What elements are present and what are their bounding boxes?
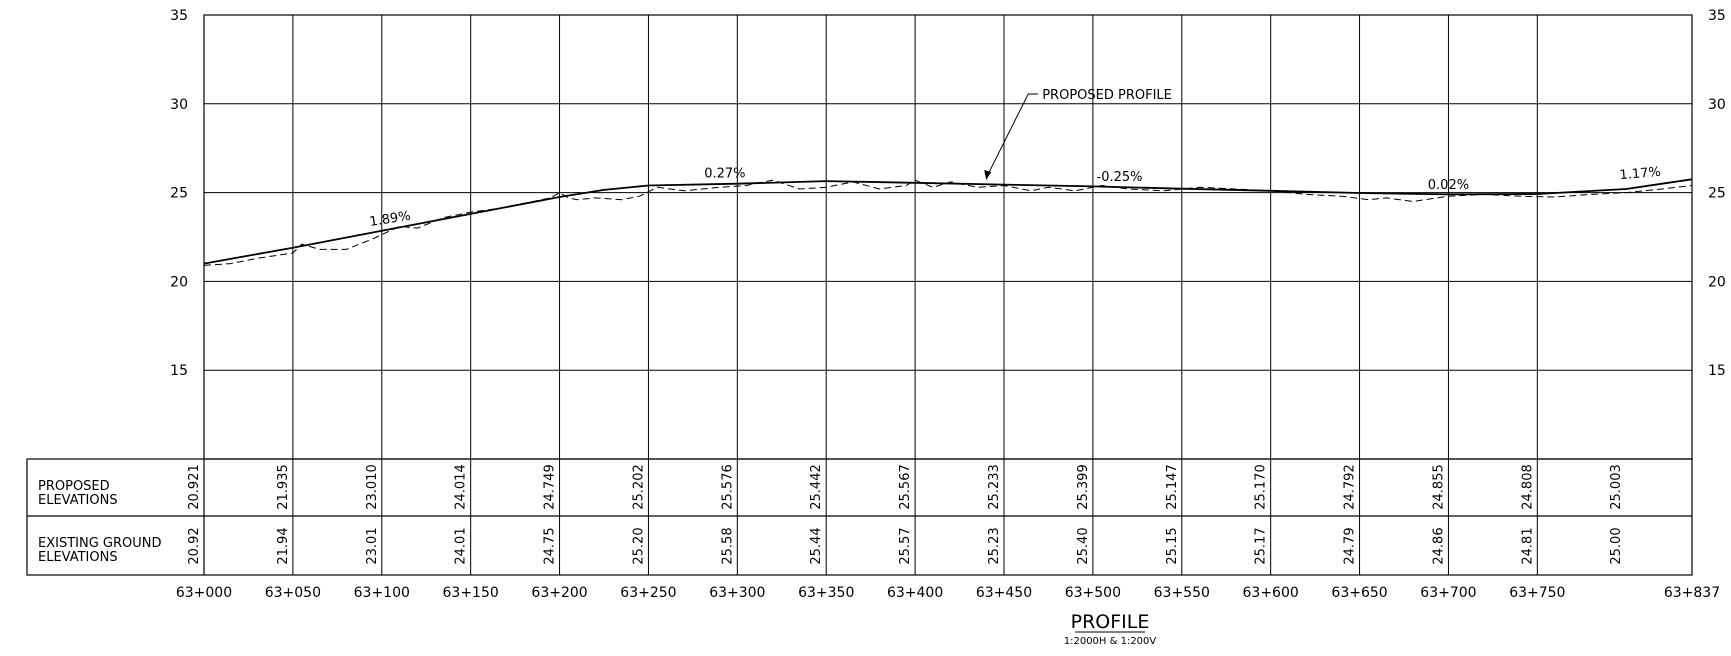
x-tick-label: 63+500 <box>1065 585 1121 601</box>
x-tick-label: 63+750 <box>1509 585 1565 601</box>
proposed-elevation-cell: 25.147 <box>1165 464 1180 510</box>
existing-elevation-cell: 25.23 <box>987 527 1002 564</box>
proposed-profile-line <box>203 178 1693 265</box>
x-tick-label: 63+250 <box>620 585 676 601</box>
existing-elevation-cell: 25.58 <box>720 527 735 564</box>
x-tick-labels: 63+000 63+050 63+100 63+150 63+200 63+250 63+3… <box>176 585 1720 601</box>
table-row-label: EXISTING GROUND <box>38 536 162 551</box>
proposed-elevation-cell: 24.808 <box>1520 464 1535 510</box>
x-tick-label: 63+550 <box>1154 585 1210 601</box>
existing-elevation-cell: 25.44 <box>809 527 824 564</box>
y-tick-label-right: 25 <box>1708 186 1726 202</box>
y-tick-label-right: 35 <box>1708 8 1726 24</box>
x-tick-label: 63+100 <box>354 585 410 601</box>
existing-elevation-cell: 25.15 <box>1165 527 1180 564</box>
series-group <box>203 178 1693 266</box>
existing-elevation-cell: 25.17 <box>1254 527 1269 564</box>
y-tick-label: 15 <box>170 363 188 379</box>
table-row-label: ELEVATIONS <box>38 493 118 508</box>
existing-ground-line <box>203 179 1693 266</box>
y-tick-label: 20 <box>170 274 188 290</box>
proposed-elevation-cell: 25.399 <box>1076 464 1091 510</box>
proposed-elevation-cell: 20.921 <box>187 464 202 510</box>
y-tick-label: 35 <box>170 8 188 24</box>
y-tick-label-right: 30 <box>1708 97 1726 113</box>
proposed-elevation-cell: 24.855 <box>1431 464 1446 510</box>
proposed-elevation-cell: 25.170 <box>1254 464 1269 510</box>
x-tick-label: 63+700 <box>1420 585 1476 601</box>
x-tick-label: 63+150 <box>443 585 499 601</box>
proposed-elevation-cell: 25.202 <box>631 464 646 510</box>
existing-elevation-cell: 25.57 <box>898 527 913 564</box>
x-tick-label: 63+200 <box>531 585 587 601</box>
chart-subtitle: 1:2000H & 1:200V <box>1064 636 1157 647</box>
proposed-elevation-cell: 25.442 <box>809 464 824 510</box>
table-row-label: ELEVATIONS <box>38 550 118 565</box>
existing-elevation-cell: 25.00 <box>1609 527 1624 564</box>
grade-label: -0.25% <box>1097 170 1143 185</box>
grade-label: 0.27% <box>704 167 745 182</box>
callout-leader <box>985 93 1039 179</box>
existing-elevation-cell: 24.81 <box>1520 527 1535 564</box>
proposed-elevation-cell: 24.749 <box>543 464 558 510</box>
proposed-elevation-cell: 25.233 <box>987 464 1002 510</box>
proposed-elevation-cell: 24.014 <box>454 464 469 510</box>
proposed-elevation-cell: 23.010 <box>365 464 380 510</box>
plot-frame <box>203 14 1693 460</box>
existing-elevation-cell: 23.01 <box>365 527 380 564</box>
existing-elevation-cell: 25.20 <box>631 527 646 564</box>
grade-label: 1.89% <box>369 209 412 230</box>
x-tick-label: 63+837 <box>1664 585 1720 601</box>
proposed-elevation-cell: 24.792 <box>1343 464 1358 510</box>
existing-elevation-cell: 24.79 <box>1343 527 1358 564</box>
proposed-elevation-cell: 25.567 <box>898 464 913 510</box>
callout-arrowhead <box>984 169 992 180</box>
chart-title: PROFILE <box>1071 611 1150 633</box>
x-tick-label: 63+600 <box>1243 585 1299 601</box>
y-tick-label: 25 <box>170 186 188 202</box>
table-row-label: PROPOSED <box>38 479 110 494</box>
title-block: PROFILE 1:2000H & 1:200V <box>1064 611 1157 647</box>
proposed-elevation-cell: 25.003 <box>1609 464 1624 510</box>
grade-label: 1.17% <box>1619 165 1661 184</box>
table-frame <box>26 458 1693 576</box>
y-tick-label-right: 15 <box>1708 363 1726 379</box>
x-tick-label: 63+300 <box>709 585 765 601</box>
x-tick-label: 63+050 <box>265 585 321 601</box>
grid: 35 35 30 30 25 25 20 20 15 15 <box>170 8 1726 575</box>
existing-elevation-cell: 24.75 <box>543 527 558 564</box>
proposed-elevation-cell: 25.576 <box>720 464 735 510</box>
annotations: 1.89% 0.27% -0.25% 0.02% 1.17% PROPOSED PROFI… <box>369 88 1662 230</box>
y-tick-label: 30 <box>170 97 188 113</box>
callout-label: PROPOSED PROFILE <box>1042 88 1172 103</box>
proposed-elevation-cell: 21.935 <box>276 464 291 510</box>
x-tick-label: 63+400 <box>887 585 943 601</box>
y-tick-label-right: 20 <box>1708 274 1726 290</box>
existing-elevation-cell: 20.92 <box>187 527 202 564</box>
grade-label: 0.02% <box>1428 178 1469 193</box>
x-tick-label: 63+650 <box>1331 585 1387 601</box>
existing-elevation-cell: 24.01 <box>454 527 469 564</box>
existing-elevation-cell: 21.94 <box>276 527 291 564</box>
existing-elevation-cell: 25.40 <box>1076 527 1091 564</box>
x-tick-label: 63+000 <box>176 585 232 601</box>
existing-elevation-cell: 24.86 <box>1431 527 1446 564</box>
x-tick-label: 63+350 <box>798 585 854 601</box>
x-tick-label: 63+450 <box>976 585 1032 601</box>
